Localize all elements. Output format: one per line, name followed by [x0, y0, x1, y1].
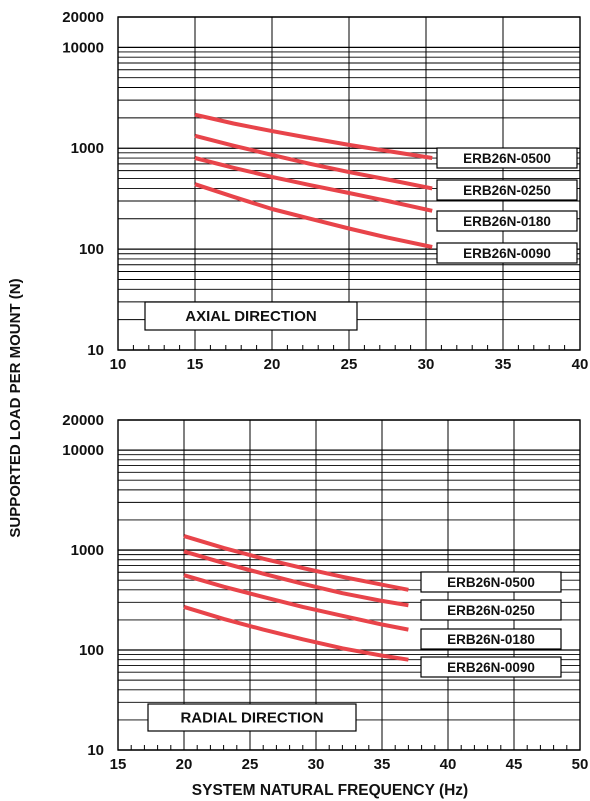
- radial-y-tick-label: 100: [79, 642, 104, 659]
- axial-direction-text: AXIAL DIRECTION: [185, 308, 316, 325]
- radial-y-tick-label: 10000: [62, 442, 104, 459]
- radial-legend-label: ERB26N-0090: [447, 660, 535, 675]
- axial-legend-box: [436, 147, 578, 169]
- radial-x-tick-label: 15: [110, 756, 127, 773]
- axial-chart: 10 15 20 25 30 35 40 10 100 1000 10000 20000 ERB26N-…: [62, 9, 588, 373]
- axial-legend-box: [436, 179, 578, 201]
- axial-x-tick-label: 30: [418, 356, 435, 373]
- axial-series-line-erb26n-0090: [194, 182, 433, 249]
- radial-legend-entry: ERB26N-0090: [420, 656, 562, 678]
- axial-legend-label: ERB26N-0090: [463, 246, 551, 261]
- radial-legend-label: ERB26N-0500: [447, 575, 535, 590]
- axial-y-tick-label: 1000: [71, 140, 104, 157]
- radial-y-tick-label: 10: [87, 742, 104, 759]
- radial-series-line-erb26n-0180: [183, 573, 409, 632]
- radial-legend-box: [420, 599, 562, 621]
- radial-plot-frame: [117, 419, 581, 751]
- axial-x-tick-label: 25: [341, 356, 358, 373]
- radial-chart: 15 20 25 30 35 40 45 50 10 100 1000 10000 20000 ERB26…: [62, 412, 588, 773]
- axial-legend-box: [436, 210, 578, 232]
- y-axis-label: SUPPORTED LOAD PER MOUNT (N): [7, 278, 24, 537]
- radial-direction-label: RADIAL DIRECTION: [147, 703, 357, 732]
- axial-legend-box: [436, 242, 578, 264]
- axial-series-line-erb26n-0250: [194, 133, 433, 191]
- axial-legend-label: ERB26N-0180: [463, 214, 551, 229]
- radial-direction-box: [147, 703, 357, 732]
- radial-x-tick-label: 40: [440, 756, 457, 773]
- axial-direction-box: [144, 301, 358, 331]
- axial-legend-label: ERB26N-0250: [463, 183, 551, 198]
- radial-legend-box: [420, 628, 562, 650]
- radial-series-line-erb26n-0500: [183, 534, 409, 592]
- radial-minor-ticks: [130, 745, 568, 750]
- radial-x-tick-label: 25: [242, 756, 259, 773]
- axial-x-tick-label: 20: [264, 356, 281, 373]
- axial-x-tick-label: 10: [110, 356, 127, 373]
- radial-x-tick-label: 35: [374, 756, 391, 773]
- radial-x-tick-label: 30: [308, 756, 325, 773]
- axial-y-tick-label: 10: [87, 342, 104, 359]
- axial-x-tick-label: 40: [572, 356, 589, 373]
- radial-legend-box: [420, 656, 562, 678]
- radial-legend-box: [420, 571, 562, 593]
- axial-legend-entry: ERB26N-0090: [436, 242, 578, 264]
- axial-legend-entry: ERB26N-0250: [436, 179, 578, 201]
- axial-minor-ticks: [132, 345, 566, 350]
- radial-legend-entry: ERB26N-0180: [420, 628, 562, 650]
- axial-x-tick-label: 35: [495, 356, 512, 373]
- axial-series-line-erb26n-0500: [194, 112, 433, 160]
- radial-legend-label: ERB26N-0250: [447, 603, 535, 618]
- radial-y-tick-label: 20000: [62, 412, 104, 429]
- radial-legend-label: ERB26N-0180: [447, 632, 535, 647]
- radial-x-tick-label: 20: [176, 756, 193, 773]
- radial-y-tick-label: 1000: [71, 542, 104, 559]
- axial-plot-frame: [117, 16, 581, 351]
- axial-legend-label: ERB26N-0500: [463, 151, 551, 166]
- axial-y-tick-label: 10000: [62, 39, 104, 56]
- axial-y-tick-label: 20000: [62, 9, 104, 26]
- radial-x-tick-label: 45: [506, 756, 523, 773]
- axial-direction-label: AXIAL DIRECTION: [144, 301, 358, 331]
- x-axis-label: SYSTEM NATURAL FREQUENCY (Hz): [192, 782, 468, 799]
- radial-series-line-erb26n-0250: [183, 549, 409, 608]
- axial-legend-entry: ERB26N-0180: [436, 210, 578, 232]
- radial-direction-text: RADIAL DIRECTION: [180, 710, 323, 727]
- axial-legend-entry: ERB26N-0500: [436, 147, 578, 169]
- radial-legend-entry: ERB26N-0500: [420, 571, 562, 593]
- axial-x-tick-label: 15: [187, 356, 204, 373]
- radial-legend-entry: ERB26N-0250: [420, 599, 562, 621]
- axial-series-line-erb26n-0180: [194, 156, 433, 213]
- axial-y-tick-label: 100: [79, 241, 104, 258]
- radial-series-line-erb26n-0090: [183, 604, 409, 662]
- radial-x-tick-label: 50: [572, 756, 589, 773]
